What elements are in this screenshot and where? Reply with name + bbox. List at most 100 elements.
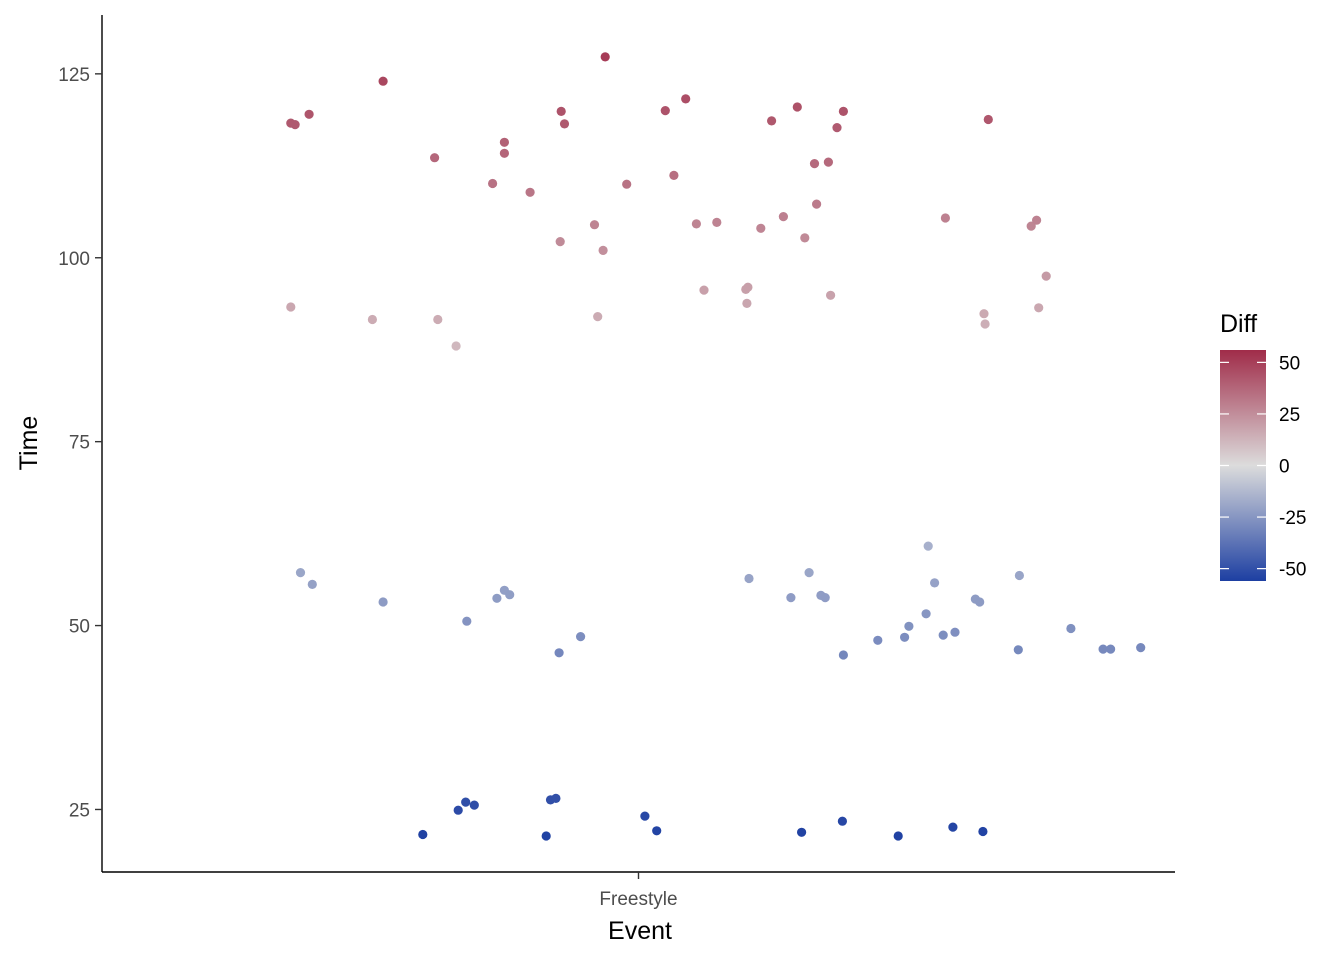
data-point xyxy=(598,245,608,255)
data-point xyxy=(554,648,564,658)
data-point xyxy=(451,341,461,351)
data-point xyxy=(873,635,883,645)
y-tick-label: 25 xyxy=(69,800,90,821)
data-point xyxy=(809,159,820,169)
data-point xyxy=(589,220,600,230)
x-axis-title: Event xyxy=(608,917,672,945)
data-point xyxy=(576,632,586,642)
data-point xyxy=(923,541,933,551)
data-point xyxy=(551,793,561,804)
legend: Diff 50 25 0 -25 -50 xyxy=(1220,310,1306,581)
data-point xyxy=(499,148,509,158)
data-point xyxy=(978,826,988,837)
data-point xyxy=(744,573,754,584)
data-point xyxy=(286,302,296,312)
data-point xyxy=(541,831,551,841)
data-point xyxy=(975,597,985,607)
data-point xyxy=(778,212,789,222)
data-point xyxy=(469,800,479,810)
data-point xyxy=(492,593,502,603)
data-point xyxy=(461,797,471,807)
data-point xyxy=(652,826,662,836)
legend-title: Diff xyxy=(1220,310,1257,338)
data-point xyxy=(555,237,565,247)
y-tick-label: 125 xyxy=(58,65,90,86)
data-point xyxy=(499,137,509,147)
y-tick-label: 100 xyxy=(58,249,90,270)
data-point xyxy=(290,120,300,130)
data-point xyxy=(1026,221,1036,231)
data-point xyxy=(593,312,603,322)
legend-tick-label: 50 xyxy=(1279,353,1300,374)
data-point xyxy=(900,632,910,642)
data-point xyxy=(660,106,670,116)
data-point xyxy=(505,590,515,600)
data-point xyxy=(691,219,702,229)
y-axis-title: Time xyxy=(15,416,43,471)
y-tick-label: 75 xyxy=(69,433,90,454)
legend-tick-label: 0 xyxy=(1279,457,1290,478)
legend-tick-label: 25 xyxy=(1279,405,1300,426)
data-point xyxy=(826,290,836,300)
data-point xyxy=(1032,215,1042,225)
points-layer xyxy=(286,52,1146,841)
data-point xyxy=(600,52,610,62)
data-point xyxy=(556,106,566,116)
data-point xyxy=(948,822,958,832)
data-point xyxy=(378,597,388,607)
data-point xyxy=(743,282,753,292)
data-point xyxy=(1066,623,1076,634)
data-point xyxy=(838,106,849,116)
data-point xyxy=(940,213,951,223)
data-point xyxy=(640,811,650,821)
data-point xyxy=(792,102,802,112)
data-point xyxy=(1014,570,1024,581)
data-point xyxy=(1106,644,1116,654)
data-point xyxy=(699,285,709,295)
data-point xyxy=(418,829,428,840)
data-point xyxy=(756,223,766,233)
legend-tick-label: -25 xyxy=(1279,508,1306,529)
data-point xyxy=(1136,643,1146,653)
data-point xyxy=(304,109,314,119)
data-point xyxy=(904,621,914,631)
data-point xyxy=(307,579,317,590)
data-point xyxy=(950,627,960,637)
data-point xyxy=(681,94,691,104)
data-point xyxy=(980,319,990,329)
data-point xyxy=(893,831,903,841)
data-point xyxy=(823,157,834,167)
data-point xyxy=(820,593,830,603)
data-point xyxy=(1041,271,1051,281)
data-point xyxy=(797,827,807,837)
x-tick-label: Freestyle xyxy=(599,889,677,910)
data-point xyxy=(812,199,822,209)
axes: 25 50 75 100 125 Freestyle xyxy=(58,15,1175,910)
data-point xyxy=(832,123,842,133)
data-point xyxy=(488,178,498,189)
data-point xyxy=(525,187,535,197)
legend-ticks: 50 25 0 -25 -50 xyxy=(1220,353,1306,581)
data-point xyxy=(983,114,993,125)
data-point xyxy=(921,609,931,619)
data-point xyxy=(1034,303,1044,313)
data-point xyxy=(430,153,440,163)
legend-tick-label: -50 xyxy=(1279,560,1306,581)
data-point xyxy=(669,170,679,180)
data-point xyxy=(295,568,306,578)
data-point xyxy=(786,593,796,603)
data-point xyxy=(804,568,814,578)
data-point xyxy=(979,309,989,319)
data-point xyxy=(1013,645,1023,655)
data-point xyxy=(453,805,463,815)
data-point xyxy=(433,314,443,325)
data-point xyxy=(622,179,632,189)
data-point xyxy=(559,119,570,129)
data-point xyxy=(767,116,777,126)
data-point xyxy=(367,314,377,325)
data-point xyxy=(462,616,472,626)
data-point xyxy=(838,650,849,660)
data-point xyxy=(742,298,752,308)
data-point xyxy=(378,76,388,86)
